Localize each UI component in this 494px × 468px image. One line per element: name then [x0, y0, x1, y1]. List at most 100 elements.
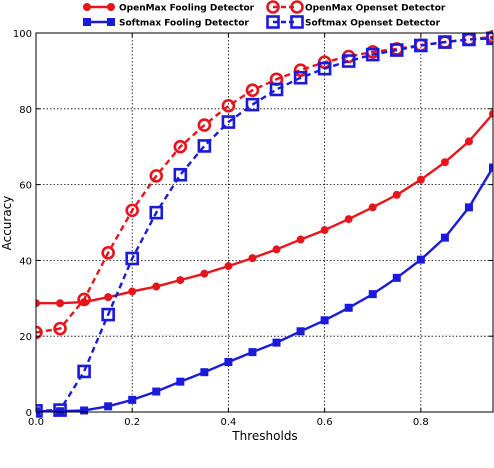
data-point — [320, 316, 329, 325]
data-point — [320, 226, 329, 235]
series-1 — [36, 109, 493, 308]
series-line — [36, 35, 493, 334]
data-point — [296, 327, 305, 336]
data-point — [486, 31, 493, 46]
data-point — [245, 83, 260, 98]
y-tick-label: 60 — [19, 181, 32, 192]
legend-label: Softmax Openset Detector — [305, 19, 441, 29]
legend-marker — [83, 3, 91, 11]
series-line — [36, 37, 493, 413]
data-point — [368, 290, 377, 299]
data-point — [416, 175, 425, 184]
data-point — [344, 303, 353, 312]
data-point — [440, 158, 449, 167]
data-point — [224, 262, 233, 271]
data-point — [344, 215, 353, 224]
data-point — [104, 293, 113, 302]
y-tick-label: 40 — [19, 256, 32, 267]
data-point — [128, 287, 137, 296]
data-point — [365, 47, 380, 62]
data-point — [392, 273, 401, 282]
data-point — [36, 325, 43, 340]
legend-entry: Softmax Openset Detector — [266, 15, 441, 29]
legend-marker — [107, 18, 115, 26]
x-tick-label: 0.2 — [124, 417, 140, 428]
data-point — [176, 276, 185, 285]
data-point — [77, 292, 91, 307]
legend-entry: OpenMax Fooling Detector — [83, 3, 255, 14]
data-point — [489, 163, 493, 172]
legend-marker — [290, 15, 304, 29]
data-point — [341, 54, 356, 68]
data-point — [272, 338, 281, 347]
data-point — [440, 233, 449, 242]
data-point — [53, 403, 67, 417]
x-axis-label: Thresholds — [231, 429, 297, 443]
data-point — [389, 43, 404, 57]
legend-entry: Softmax Fooling Detector — [83, 18, 249, 29]
data-point — [56, 299, 65, 308]
data-point — [414, 38, 428, 53]
data-point — [245, 97, 260, 112]
y-tick-label: 20 — [19, 332, 32, 343]
data-point — [101, 246, 115, 260]
data-point — [293, 70, 308, 85]
data-point — [53, 321, 67, 336]
legend-marker — [266, 0, 280, 14]
legend-marker — [83, 18, 91, 26]
data-point — [438, 35, 452, 49]
legend-label: OpenMax Openset Detector — [305, 4, 446, 14]
x-tick-label: 0.4 — [220, 417, 236, 428]
grid — [36, 33, 493, 412]
y-tick-label: 100 — [13, 29, 32, 40]
data-point — [36, 299, 40, 308]
data-point — [125, 251, 140, 266]
data-point — [128, 395, 137, 404]
x-tick-label: 0.6 — [317, 417, 333, 428]
data-point — [176, 377, 185, 386]
data-point — [197, 139, 212, 153]
data-point — [221, 115, 236, 129]
data-point — [272, 245, 281, 254]
data-point — [489, 109, 493, 118]
legend-marker — [290, 0, 304, 14]
data-point — [200, 269, 209, 278]
legend: OpenMax Fooling Detector OpenMax Openset … — [83, 0, 446, 29]
data-point — [152, 387, 161, 396]
ticks: 0.0 0.2 0.4 0.6 0.8 0 20 40 60 80 100 — [13, 29, 493, 428]
data-point — [152, 282, 161, 291]
series-layer — [36, 29, 493, 418]
data-point — [36, 404, 43, 418]
data-point — [197, 118, 212, 132]
data-point — [77, 364, 91, 379]
data-point — [149, 169, 164, 183]
data-point — [392, 190, 401, 199]
data-point — [462, 32, 476, 47]
data-point — [224, 357, 233, 366]
data-point — [104, 402, 113, 411]
legend-entry: OpenMax Openset Detector — [266, 0, 446, 14]
legend-marker — [107, 3, 115, 11]
plot-frame — [35, 32, 494, 413]
legend-label: OpenMax Fooling Detector — [119, 4, 255, 14]
data-point — [293, 63, 308, 77]
data-point — [464, 203, 473, 212]
series-4 — [36, 31, 493, 418]
y-axis-label: Accuracy — [0, 196, 14, 251]
series-line — [36, 166, 493, 413]
y-tick-label: 0 — [26, 408, 32, 419]
x-tick-label: 0.0 — [28, 417, 44, 428]
data-point — [317, 61, 332, 76]
series-2 — [36, 163, 493, 416]
data-point — [416, 255, 425, 264]
data-point — [248, 254, 257, 263]
data-point — [269, 82, 284, 97]
legend-label: Softmax Fooling Detector — [119, 19, 249, 29]
series-line — [36, 112, 493, 305]
data-point — [248, 348, 257, 357]
data-point — [173, 139, 188, 154]
x-tick-label: 0.8 — [413, 417, 429, 428]
data-point — [221, 98, 236, 113]
legend-marker — [266, 15, 280, 29]
